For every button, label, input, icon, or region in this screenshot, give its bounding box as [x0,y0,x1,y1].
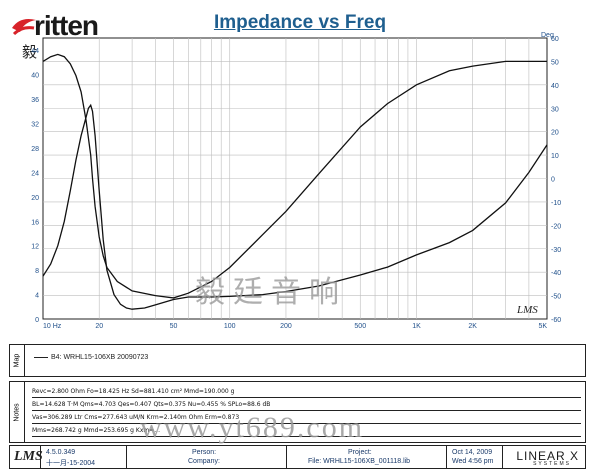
y-left-tick-label: 16 [31,219,39,226]
watermark-chinese: 毅廷音响 [195,275,347,310]
x-tick-label: 2K [468,323,477,330]
map-label: Map [13,353,21,368]
brand-swoosh-icon [12,19,36,36]
report-time: Wed 4:56 pm [452,458,494,465]
notes-line: Vas=306.289 Ltr Cms=277.643 uM/N Krm=2.1… [32,412,581,424]
x-tick-label: 200 [280,323,292,330]
x-tick-label: 1K [412,323,421,330]
y-right-tick-label: 50 [551,59,559,66]
y-left-tick-label: 20 [31,195,39,202]
y-right-tick-label: -60 [551,317,561,324]
y-right-tick-label: 0 [551,177,555,184]
y-right-tick-label: 10 [551,153,559,160]
y-right-tick-label: -10 [551,200,561,207]
map-line-swatch [34,356,48,358]
y-left-tick-label: 24 [31,170,39,177]
person-label: Person: [192,449,217,456]
brand-name: ritten [34,10,99,41]
notes-line: BL=14.628 T·M Qms=4.703 Qes=0.407 Qts=0.… [32,399,581,411]
y-right-axis-label: Deg [541,32,554,39]
lms-annotation: LMS [516,304,538,316]
x-tick-label: 20 [95,323,103,330]
y-left-tick-label: 4 [35,293,39,300]
version-date: 十一月-15-2004 [46,460,96,467]
linearx-brand: LINEAR X [516,449,579,463]
series-line-impedance [42,103,548,310]
y-left-tick-label: 36 [31,97,39,104]
impedance-chart: 0 4 8 12 16 20 24 28 32 36 40 44 -60 -50 -40 -30 -20 -10 0… [31,32,561,330]
notes-line: Revc=2.800 Ohm Fo=18.425 Hz Sd=881.410 c… [32,386,581,398]
y-right-tick-label: -50 [551,294,561,301]
x-tick-label: 50 [170,323,178,330]
footer-bar: LMS 4.5.0.349 十一月-15-2004 Person: Compan… [9,445,586,469]
y-left-tick-label: 0 [35,317,39,324]
y-right-tick-label: -40 [551,270,561,277]
y-left-tick-label: 44 [31,48,39,55]
y-left-tick-label: 12 [31,244,39,251]
y-right-tick-label: 30 [551,106,559,113]
x-tick-label: 5K [538,323,547,330]
version: 4.5.0.349 [46,449,76,456]
x-tick-label: 100 [224,323,236,330]
x-tick-label: 10 Hz [43,323,62,330]
series-line-phase [42,53,547,299]
project-label: Project: [348,449,372,456]
y-left-tick-label: 40 [31,73,39,80]
y-right-tick-label: 40 [551,83,559,90]
x-tick-label: 500 [354,323,366,330]
notes-label: Notes [13,402,21,422]
lms-logo: LMS [14,449,43,464]
map-entry: B4: WRHL15-106XB 20090723 [34,354,148,361]
company-label: Company: [188,458,220,465]
y-right-tick-label: 60 [551,36,559,43]
y-left-tick-label: 32 [31,122,39,129]
linearx-sub: SYSTEMS [533,461,571,467]
y-right-tick-label: -20 [551,223,561,230]
y-left-tick-label: 28 [31,146,39,153]
chart-title: Impedance vs Freq [213,12,387,33]
notes-line: Mms=268.742 g Mmd=253.695 g Kxm=... [32,425,581,437]
y-right-tick-label: 20 [551,130,559,137]
map-panel: Map B4: WRHL15-106XB 20090723 [9,344,586,377]
notes-panel: Notes Revc=2.800 Ohm Fo=18.425 Hz Sd=881… [9,381,586,443]
file-label: File: WRHL15-106XB_001118.lib [308,458,411,465]
map-entry-text: B4: WRHL15-106XB 20090723 [51,354,149,361]
y-right-tick-label: -30 [551,247,561,254]
y-left-tick-label: 8 [35,268,39,275]
watermark-url: www.yt689.com [140,411,365,444]
report-date: Oct 14, 2009 [452,449,493,456]
